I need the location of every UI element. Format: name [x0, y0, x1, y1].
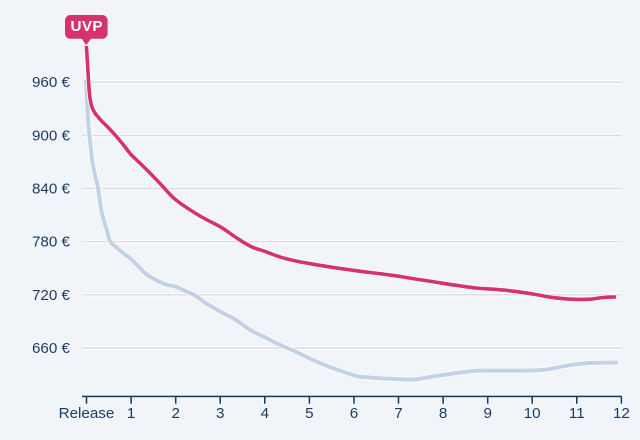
svg-text:8: 8	[439, 405, 447, 422]
svg-text:1: 1	[127, 405, 135, 422]
svg-text:2: 2	[171, 405, 179, 422]
svg-text:960 €: 960 €	[32, 74, 71, 91]
svg-text:5: 5	[305, 405, 313, 422]
svg-text:Release: Release	[59, 405, 115, 422]
svg-text:720 €: 720 €	[32, 287, 71, 304]
svg-text:6: 6	[350, 405, 358, 422]
svg-text:11: 11	[569, 405, 585, 422]
svg-text:3: 3	[216, 405, 224, 422]
svg-text:780 €: 780 €	[32, 234, 71, 251]
svg-text:9: 9	[483, 405, 491, 422]
svg-text:UVP: UVP	[70, 18, 102, 35]
svg-text:10: 10	[524, 405, 541, 422]
svg-text:4: 4	[261, 405, 269, 422]
svg-text:900 €: 900 €	[32, 127, 71, 144]
svg-text:840 €: 840 €	[32, 181, 71, 198]
svg-text:7: 7	[394, 405, 402, 422]
svg-text:660 €: 660 €	[32, 340, 71, 357]
svg-text:12: 12	[613, 405, 630, 422]
